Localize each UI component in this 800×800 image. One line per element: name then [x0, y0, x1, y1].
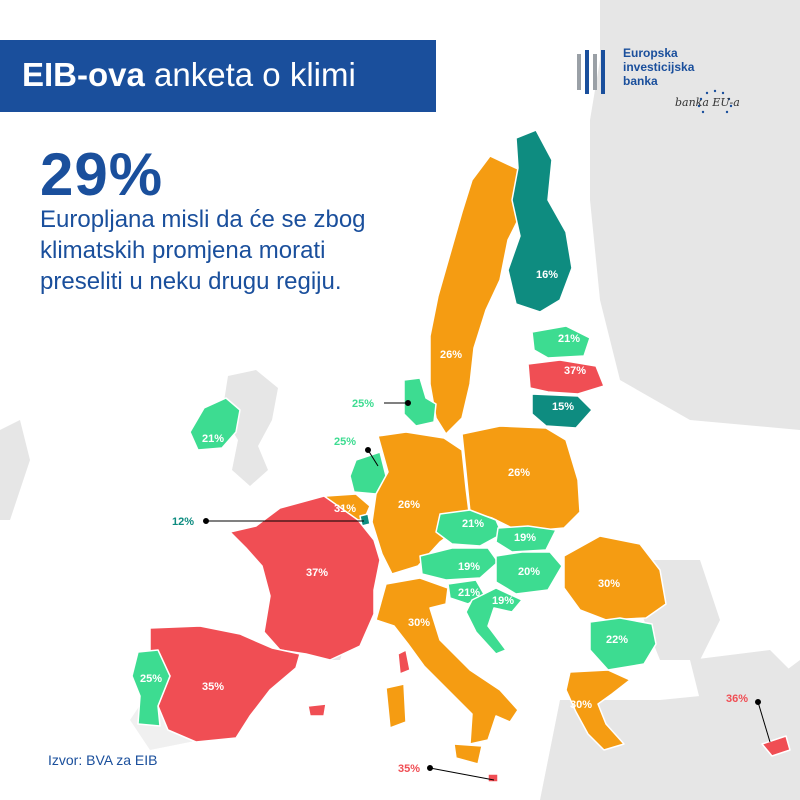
label-greece: 30% [570, 699, 592, 711]
leader-lines [203, 400, 771, 781]
country-czechia [435, 509, 503, 547]
label-estonia: 21% [558, 333, 580, 345]
logo-line2: investicijska [623, 60, 695, 74]
label-slovakia: 19% [514, 532, 536, 544]
label-portugal: 25% [140, 673, 162, 685]
eib-logo-bars-icon [577, 50, 605, 94]
label-hungary: 20% [518, 566, 540, 578]
country-greece [565, 669, 631, 751]
label-czechia: 21% [462, 518, 484, 530]
country-latvia [527, 359, 605, 395]
country-bulgaria [589, 617, 657, 671]
country-poland [461, 425, 581, 533]
country-portugal [131, 649, 171, 727]
label-finland: 16% [536, 269, 558, 281]
country-ireland [189, 397, 241, 451]
label-malta: 35% [398, 763, 420, 775]
title-rest: anketa o klimi [154, 56, 356, 93]
label-ireland: 21% [202, 433, 224, 445]
logo-signature: banka EU-a [675, 96, 740, 109]
label-italy: 30% [408, 617, 430, 629]
label-lithuania: 15% [552, 401, 574, 413]
country-balearics [307, 703, 327, 717]
title-bold: EIB-ova [22, 56, 145, 93]
country-lithuania [531, 393, 593, 429]
country-romania [563, 535, 667, 621]
title-banner: EIB-ova anketa o klimi [0, 40, 436, 112]
source-note: Izvor: BVA za EIB [48, 752, 158, 768]
country-italy [375, 577, 519, 745]
label-latvia: 37% [564, 365, 586, 377]
headline-percent: 29% [40, 141, 164, 208]
label-sweden: 26% [440, 349, 462, 361]
label-slovenia: 21% [458, 587, 480, 599]
country-austria [419, 547, 499, 581]
eu-stars-icon [697, 89, 733, 114]
country-malta [487, 773, 499, 783]
country-italy-sicily [453, 743, 483, 765]
label-spain: 35% [202, 681, 224, 693]
country-italy-sardinia [385, 683, 407, 729]
page-title: EIB-ova anketa o klimi [22, 56, 356, 94]
country-finland [507, 129, 573, 313]
eib-logo: Europska investicijska banka banka EU-a [575, 44, 745, 124]
label-poland: 26% [508, 467, 530, 479]
label-belgium: 31% [334, 503, 356, 515]
label-denmark: 25% [352, 398, 374, 410]
logo-line1: Europska [623, 46, 678, 60]
eib-logo-text: Europska investicijska banka [623, 46, 694, 88]
label-austria: 19% [458, 561, 480, 573]
country-sweden [429, 155, 526, 435]
country-hungary [495, 551, 563, 595]
label-germany: 26% [398, 499, 420, 511]
label-romania: 30% [598, 578, 620, 590]
country-estonia [531, 325, 591, 359]
country-slovakia [495, 525, 557, 553]
label-croatia: 19% [492, 595, 514, 607]
label-france: 37% [306, 567, 328, 579]
country-denmark [403, 377, 437, 427]
country-cyprus [761, 735, 791, 757]
country-luxembourg [359, 513, 371, 527]
label-cyprus: 36% [726, 693, 748, 705]
label-bulgaria: 22% [606, 634, 628, 646]
country-france [229, 495, 381, 661]
country-croatia [465, 587, 523, 655]
label-netherlands: 25% [334, 436, 356, 448]
logo-line3: banka [623, 74, 658, 88]
label-luxembourg: 12% [172, 516, 194, 528]
headline-statement: Europljana misli da će se zbog klimatski… [40, 206, 366, 295]
country-france-corsica [397, 649, 411, 675]
